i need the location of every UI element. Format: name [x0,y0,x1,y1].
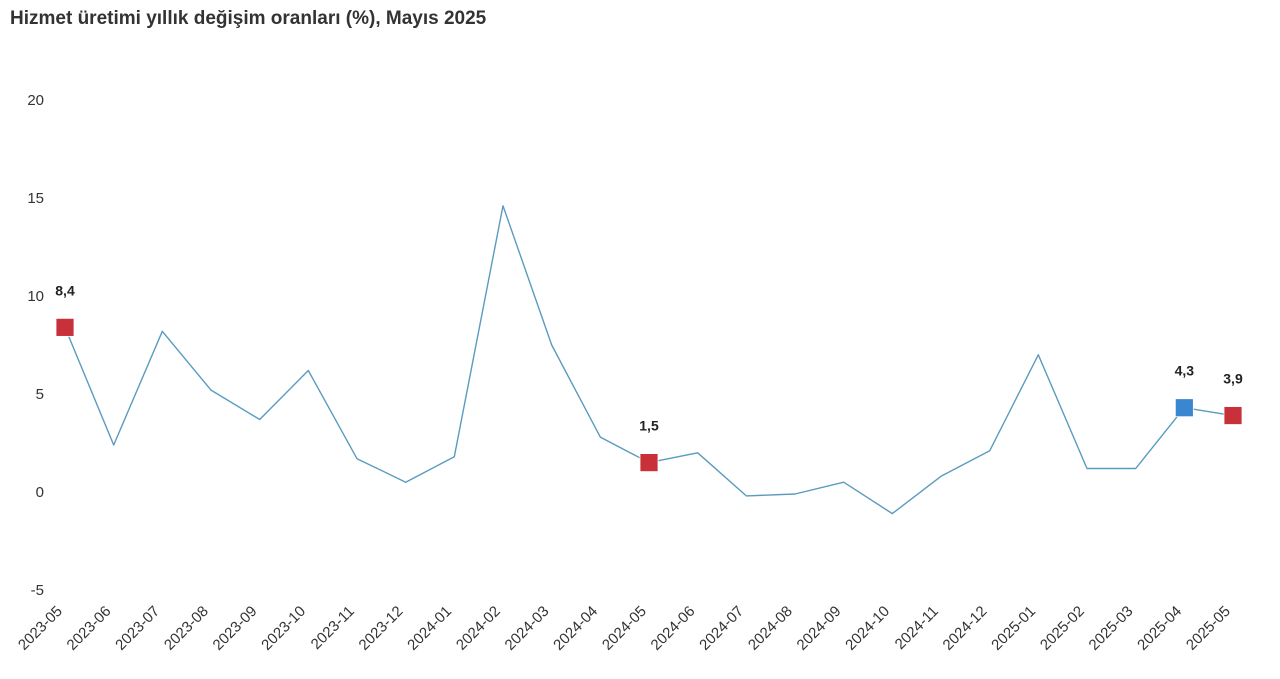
x-axis: 2023-052023-062023-072023-082023-092023-… [15,603,1234,654]
y-tick-label: 20 [27,92,44,109]
highlight-markers [55,317,1243,473]
y-tick-label: -5 [31,582,44,599]
x-tick-label: 2023-06 [64,603,115,654]
x-tick-label: 2024-01 [404,603,455,654]
data-label: 3,9 [1223,371,1243,387]
x-tick-label: 2023-09 [210,603,261,654]
highlight-marker [1223,406,1243,425]
highlight-marker [55,317,75,337]
x-tick-label: 2024-03 [502,603,553,654]
highlight-marker [1174,398,1194,418]
data-label: 8,4 [55,282,75,298]
x-tick-label: 2024-02 [453,603,504,654]
x-tick-label: 2023-12 [356,603,407,654]
x-tick-label: 2024-11 [892,603,942,653]
x-tick-label: 2025-05 [1183,603,1234,654]
x-tick-label: 2025-03 [1086,603,1137,654]
x-tick-label: 2025-04 [1134,603,1185,654]
y-axis: 20 15 10 5 0 -5 [27,92,44,599]
x-tick-label: 2024-07 [696,603,747,654]
x-tick-label: 2024-09 [794,603,845,654]
x-tick-label: 2023-10 [258,603,309,654]
y-tick-label: 5 [36,386,44,403]
y-tick-label: 15 [27,190,44,207]
y-tick-label: 0 [36,484,44,501]
x-tick-label: 2024-08 [745,603,796,654]
x-tick-label: 2024-04 [550,603,601,654]
x-tick-label: 2024-06 [648,603,699,654]
x-tick-label: 2025-02 [1037,603,1088,654]
x-tick-label: 2023-05 [15,603,66,654]
x-tick-label: 2024-10 [842,603,893,654]
x-tick-label: 2023-11 [308,603,358,653]
x-tick-label: 2023-08 [161,603,212,654]
highlight-marker [639,453,659,473]
x-tick-label: 2024-12 [940,603,991,654]
data-label: 4,3 [1175,363,1195,379]
y-tick-label: 10 [27,288,44,305]
x-tick-label: 2024-05 [599,603,650,654]
data-labels: 8,4 1,5 4,3 3,9 [55,282,1243,433]
x-tick-label: 2025-01 [988,603,1039,654]
x-tick-label: 2023-07 [112,603,163,654]
chart-title: Hizmet üretimi yıllık değişim oranları (… [10,8,487,29]
data-label: 1,5 [639,418,659,434]
